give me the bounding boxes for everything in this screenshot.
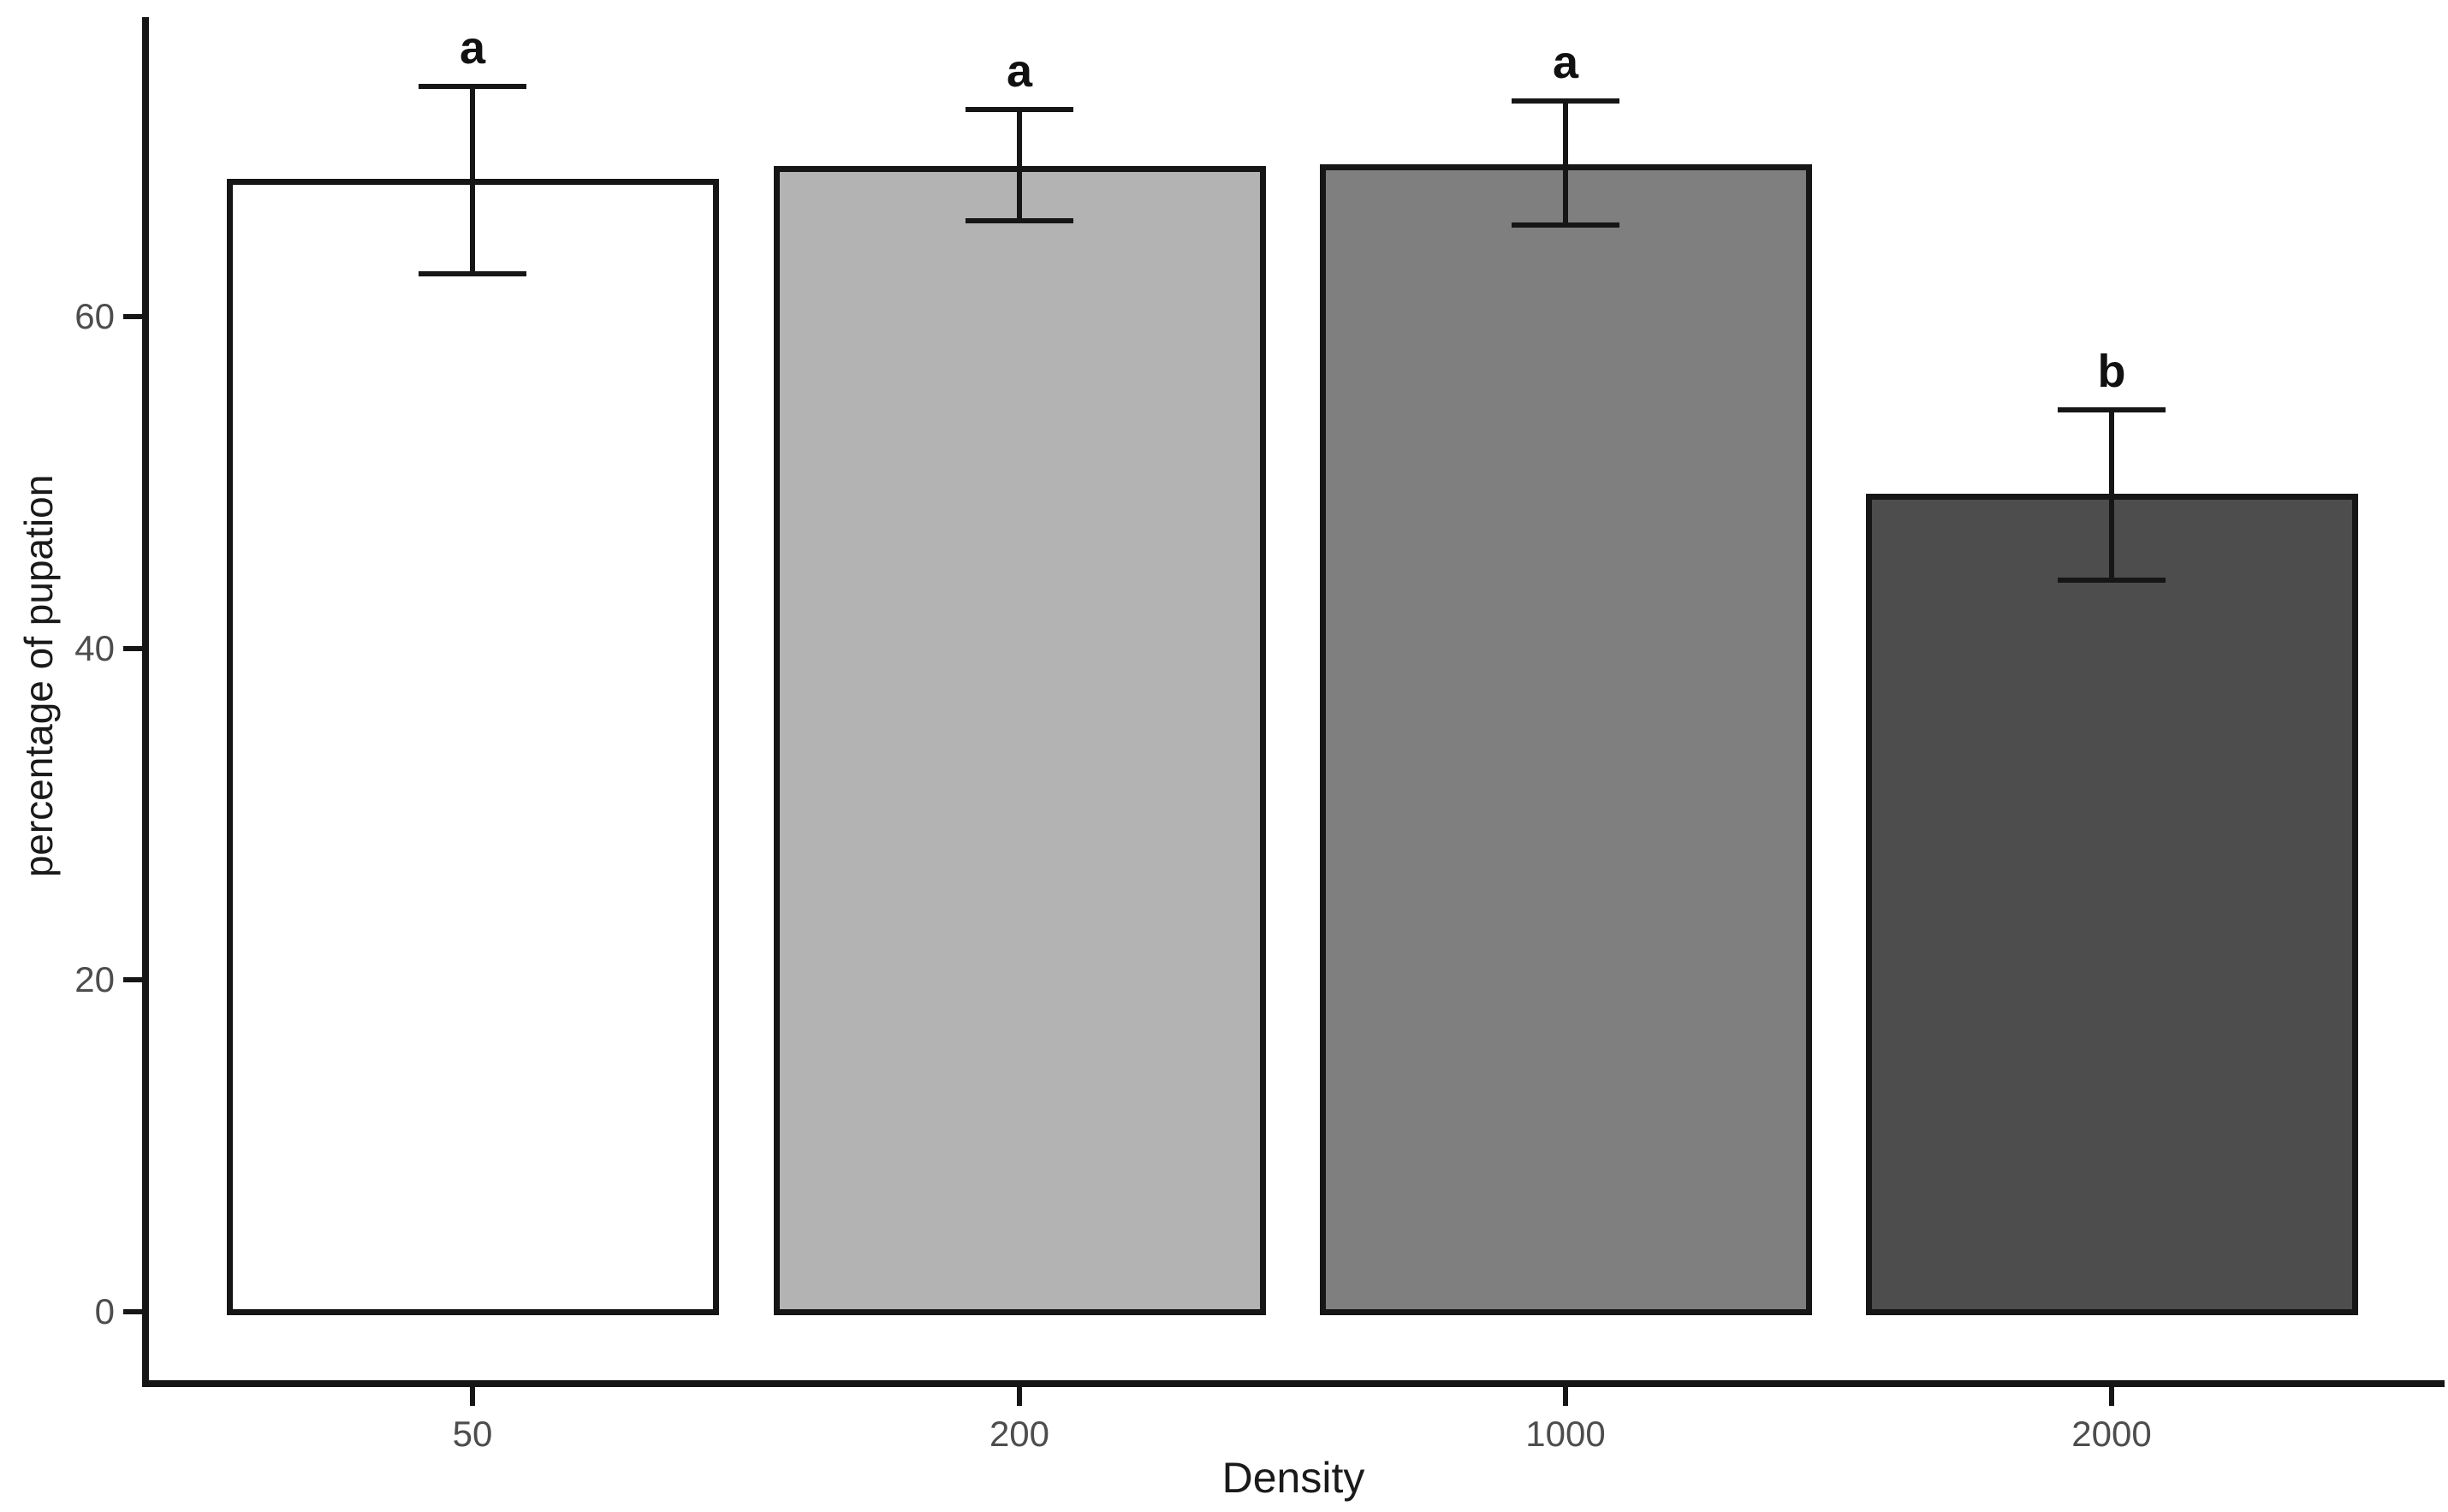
x-tick-mark: [1017, 1387, 1022, 1406]
error-bar-cap-bottom: [2058, 578, 2166, 584]
significance-letter: a: [459, 21, 486, 74]
y-tick-label: 20: [74, 959, 115, 1000]
significance-letter: a: [1006, 44, 1033, 97]
x-axis-line: [142, 1380, 2445, 1387]
x-axis-title: Density: [1221, 1454, 1365, 1502]
error-bar-line: [2109, 409, 2114, 581]
error-bar-line: [470, 86, 475, 274]
bar: [226, 179, 719, 1315]
x-tick-label: 50: [452, 1414, 493, 1454]
x-tick-label: 1000: [1525, 1414, 1606, 1454]
error-bar-cap-bottom: [419, 270, 526, 276]
x-tick-label: 2000: [2071, 1414, 2152, 1454]
significance-letter: b: [2097, 345, 2126, 397]
y-tick-mark: [123, 645, 142, 651]
error-bar-line: [1563, 101, 1568, 226]
y-axis-line: [142, 17, 149, 1387]
bar: [1865, 494, 2358, 1315]
y-tick-label: 0: [94, 1291, 115, 1331]
x-tick-mark: [1563, 1387, 1568, 1406]
bar: [1319, 163, 1812, 1315]
x-tick-mark: [2109, 1387, 2114, 1406]
bar: [773, 165, 1266, 1315]
x-tick-label: 200: [989, 1414, 1050, 1454]
x-tick-mark: [470, 1387, 475, 1406]
y-axis-title: percentage of pupation: [16, 474, 61, 878]
y-tick-label: 60: [74, 296, 115, 336]
error-bar-line: [1017, 109, 1022, 221]
significance-letter: a: [1552, 37, 1579, 89]
error-bar-cap-top: [419, 83, 526, 89]
y-tick-mark: [123, 977, 142, 983]
y-tick-label: 40: [74, 627, 115, 668]
error-bar-cap-bottom: [966, 217, 1073, 223]
y-tick-mark: [123, 314, 142, 319]
error-bar-cap-top: [1512, 98, 1619, 104]
y-tick-mark: [123, 1309, 142, 1314]
error-bar-cap-top: [2058, 406, 2166, 412]
error-bar-cap-top: [966, 106, 1073, 112]
error-bar-cap-bottom: [1512, 222, 1619, 228]
